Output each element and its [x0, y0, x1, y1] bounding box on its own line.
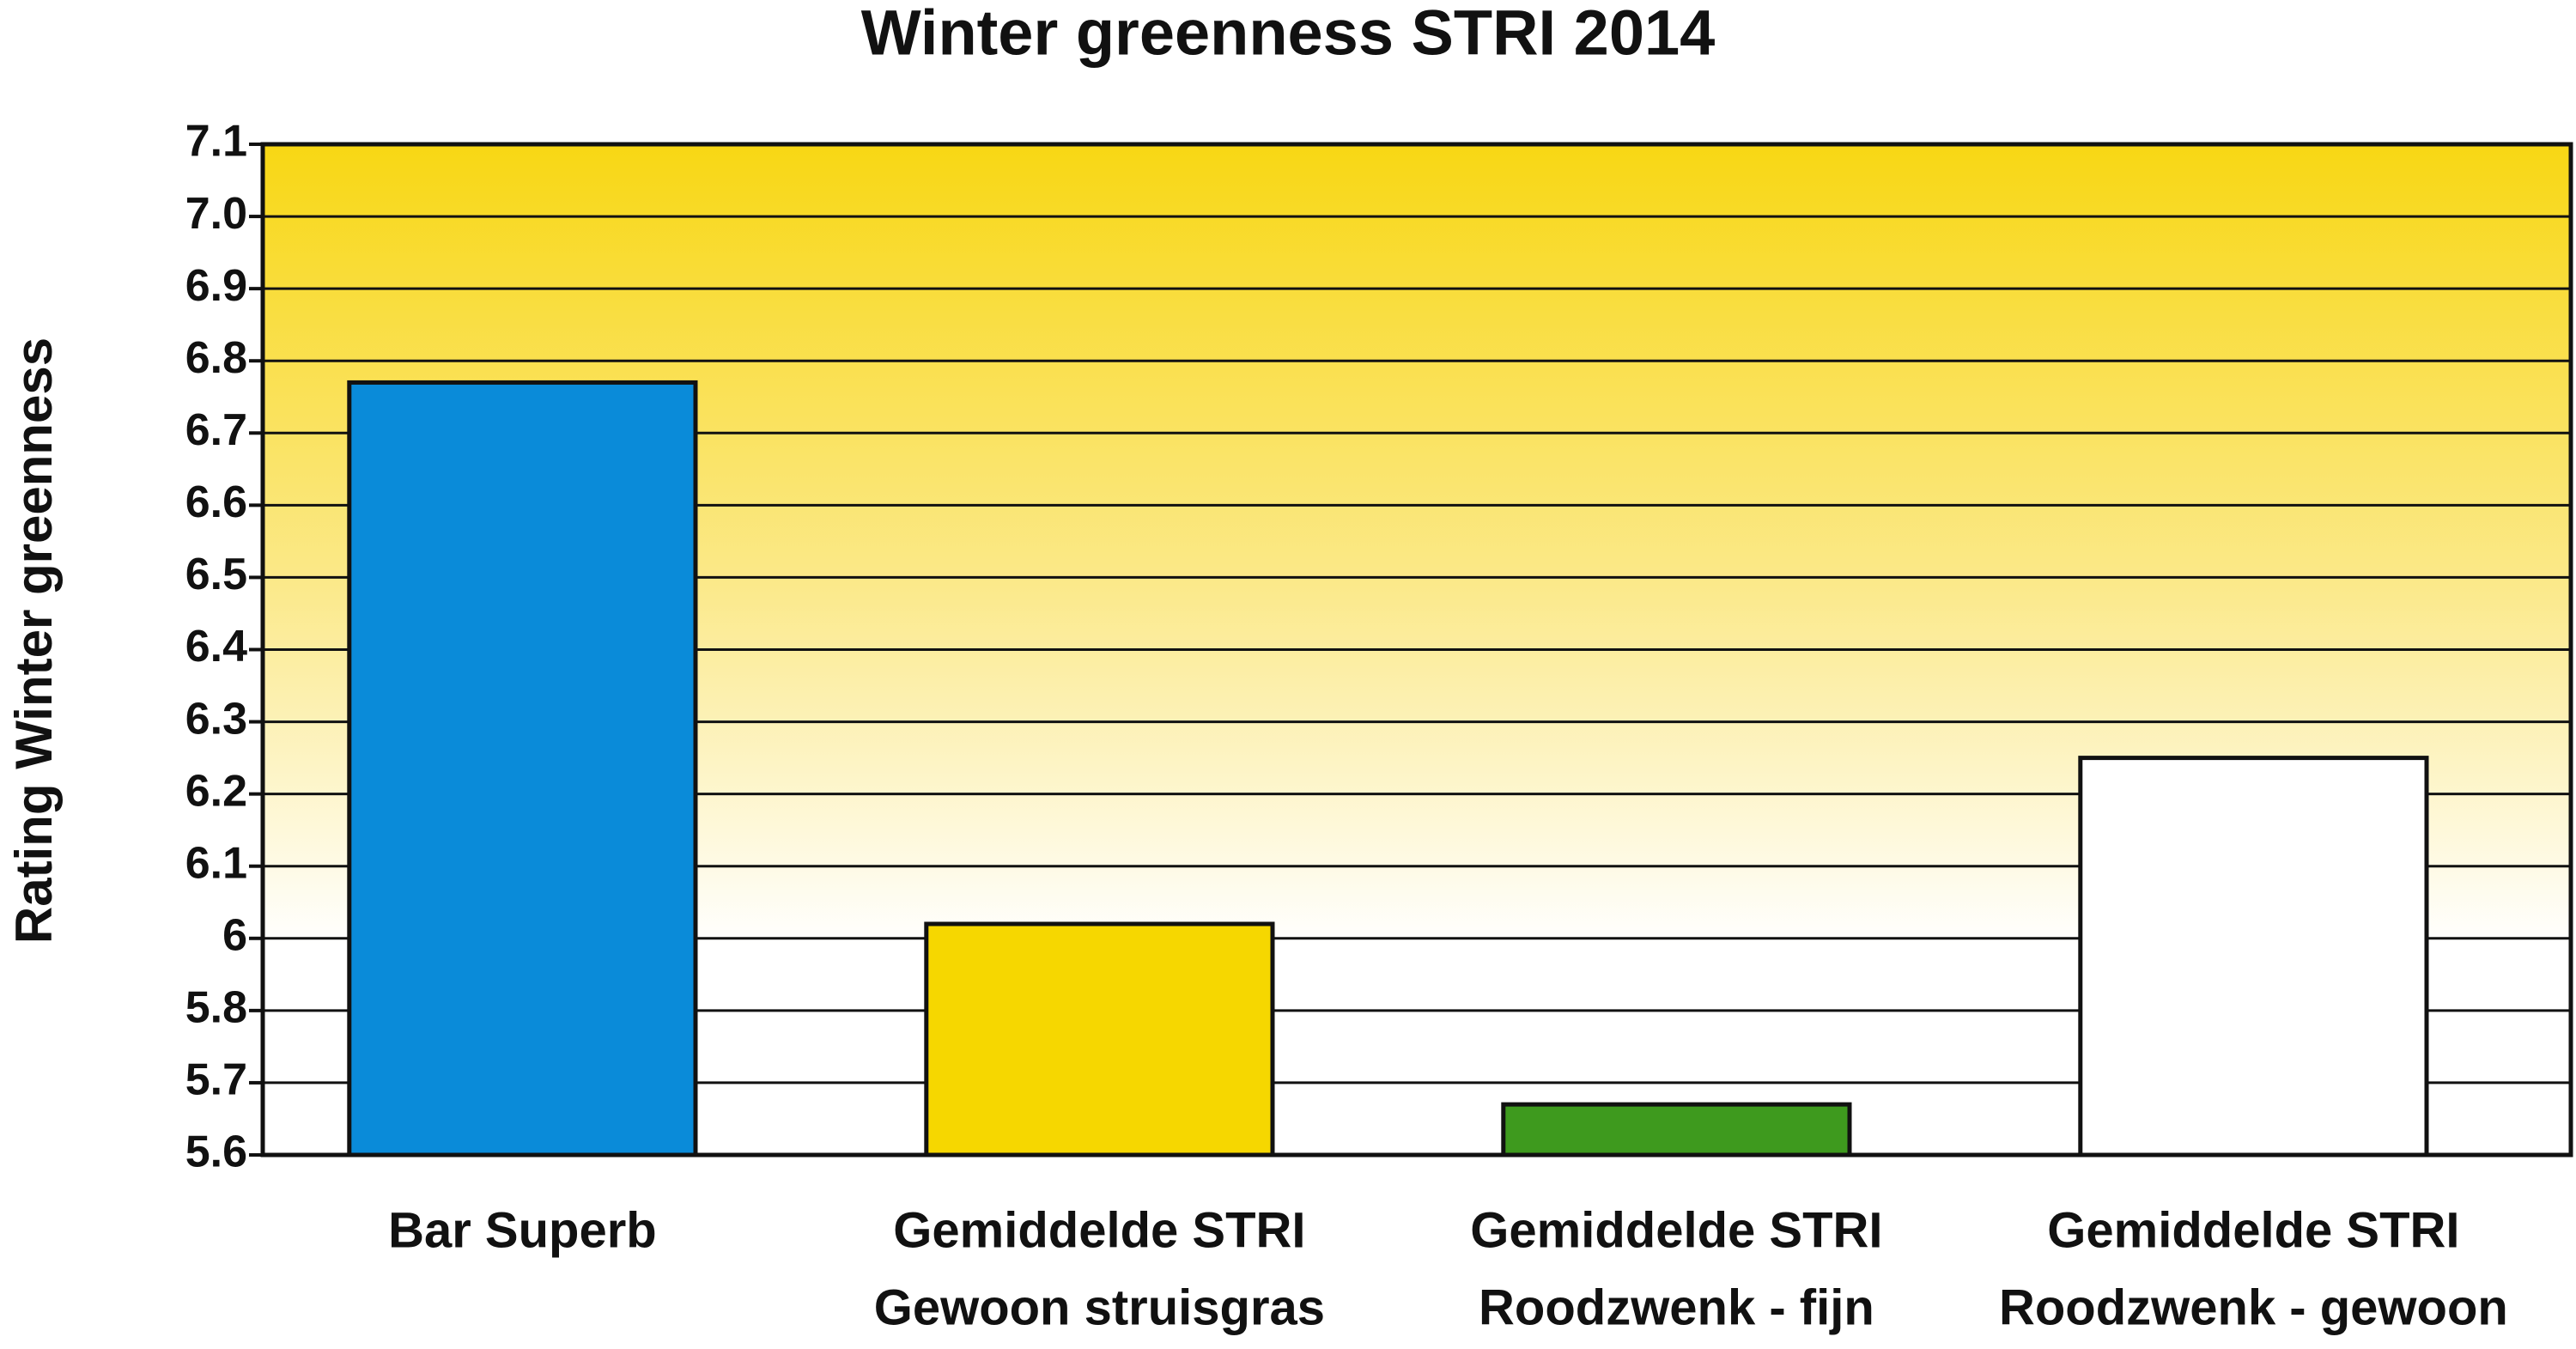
x-tick-label: Gemiddelde STRI	[893, 1202, 1305, 1258]
x-tick-label: Roodzwenk - gewoon	[1999, 1279, 2508, 1335]
x-tick-label: Bar Superb	[388, 1202, 657, 1258]
y-tick-label: 6.7	[185, 405, 247, 455]
x-tick-label: Gewoon struisgras	[874, 1279, 1325, 1335]
y-tick-label: 6	[222, 911, 247, 961]
y-tick-label: 5.8	[185, 983, 247, 1033]
plot-frame	[260, 142, 2573, 1158]
y-tick-label: 5.6	[185, 1127, 247, 1177]
bar	[2078, 756, 2429, 1158]
y-tick-label: 6.5	[185, 550, 247, 599]
y-tick-label: 6.6	[185, 477, 247, 527]
x-tick-label: Gemiddelde STRI	[1470, 1202, 1882, 1258]
chart-title: Winter greenness STRI 2014	[861, 0, 1716, 69]
x-tick-label: Gemiddelde STRI	[2047, 1202, 2459, 1258]
y-tick-label: 6.9	[185, 261, 247, 311]
y-tick-label: 7.1	[185, 117, 247, 167]
y-tick-label: 6.8	[185, 333, 247, 383]
x-tick-label: Roodzwenk - fijn	[1479, 1279, 1874, 1335]
y-tick-label: 7.0	[185, 189, 247, 239]
bar	[347, 380, 698, 1158]
y-tick-label: 6.2	[185, 766, 247, 816]
y-tick-label: 6.1	[185, 838, 247, 888]
y-tick-label: 6.3	[185, 694, 247, 744]
y-tick-label: 5.7	[185, 1055, 247, 1105]
bar	[924, 921, 1275, 1158]
bar	[1501, 1102, 1852, 1158]
y-tick-label: 6.4	[185, 622, 247, 671]
y-axis-label: Rating Winter greenness	[5, 337, 63, 944]
